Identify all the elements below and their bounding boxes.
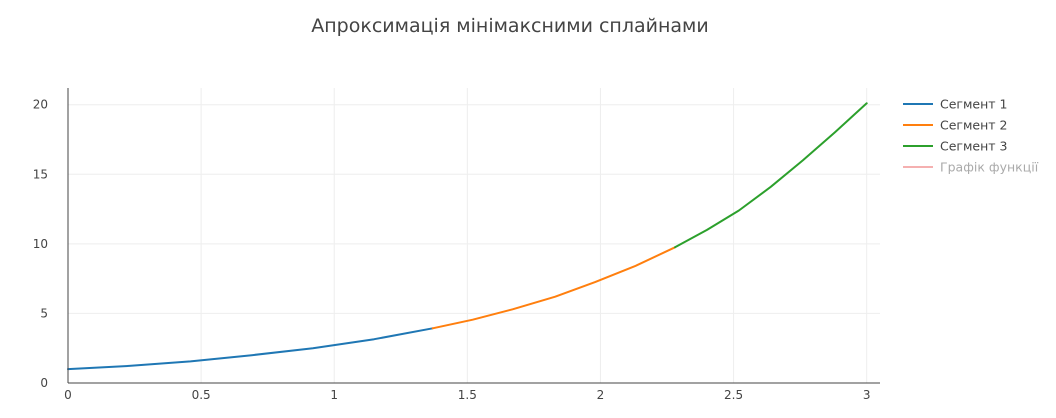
grid xyxy=(68,88,880,383)
x-tick-label: 1 xyxy=(330,388,338,402)
legend-label: Графік функції xyxy=(940,160,1039,175)
legend-label: Сегмент 1 xyxy=(940,97,1008,112)
legend[interactable]: Сегмент 1 Сегмент 2 Сегмент 3 Графік функці… xyxy=(903,97,1039,175)
series-line-3 xyxy=(674,102,868,249)
legend-item[interactable]: Сегмент 3 xyxy=(903,139,1008,154)
y-tick-label: 20 xyxy=(33,98,48,112)
y-tick-label: 0 xyxy=(40,376,48,390)
x-tick-label: 3 xyxy=(863,388,871,402)
x-tick-label: 2.5 xyxy=(724,388,743,402)
x-tick-label: 0.5 xyxy=(192,388,211,402)
x-tick-label: 1.5 xyxy=(458,388,477,402)
chart-title: Апроксимація мінімаксними сплайнами xyxy=(311,15,709,37)
legend-label: Сегмент 2 xyxy=(940,118,1008,133)
x-axis-ticks: 0 0.5 1 1.5 2 2.5 3 xyxy=(64,388,870,402)
y-tick-label: 5 xyxy=(40,306,48,320)
plot-area xyxy=(67,102,868,371)
series-line-2 xyxy=(431,246,676,330)
x-tick-label: 0 xyxy=(64,388,72,402)
series-line-1 xyxy=(67,327,434,371)
y-axis-ticks: 0 5 10 15 20 xyxy=(33,98,48,390)
legend-item[interactable]: Графік функції xyxy=(903,160,1039,175)
axes xyxy=(67,88,880,384)
y-tick-label: 15 xyxy=(33,167,48,181)
x-tick-label: 2 xyxy=(597,388,605,402)
legend-item[interactable]: Сегмент 2 xyxy=(903,118,1008,133)
legend-item[interactable]: Сегмент 1 xyxy=(903,97,1008,112)
y-tick-label: 10 xyxy=(33,237,48,251)
legend-label: Сегмент 3 xyxy=(940,139,1008,154)
